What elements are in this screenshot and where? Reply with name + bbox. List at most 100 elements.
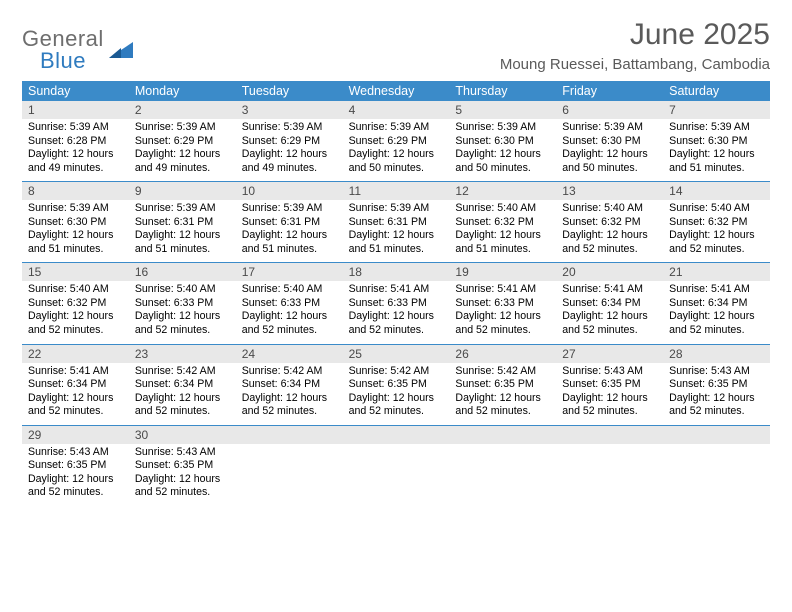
daylight-line: Daylight: 12 hours and 51 minutes. xyxy=(669,148,764,175)
sunrise-line: Sunrise: 5:40 AM xyxy=(135,283,230,297)
day-content: Sunrise: 5:39 AMSunset: 6:29 PMDaylight:… xyxy=(343,119,450,181)
day-number: 19 xyxy=(449,263,556,281)
day-content: Sunrise: 5:41 AMSunset: 6:34 PMDaylight:… xyxy=(663,281,770,343)
dow-cell: Friday xyxy=(556,81,663,101)
daylight-line: Daylight: 12 hours and 52 minutes. xyxy=(562,392,657,419)
daylight-line: Daylight: 12 hours and 52 minutes. xyxy=(135,310,230,337)
sunset-line: Sunset: 6:33 PM xyxy=(349,297,444,311)
daylight-line: Daylight: 12 hours and 52 minutes. xyxy=(669,392,764,419)
day-number: 21 xyxy=(663,263,770,281)
dow-cell: Monday xyxy=(129,81,236,101)
calendar-week: 1Sunrise: 5:39 AMSunset: 6:28 PMDaylight… xyxy=(22,101,770,182)
day-number: 22 xyxy=(22,345,129,363)
day-content: Sunrise: 5:40 AMSunset: 6:32 PMDaylight:… xyxy=(663,200,770,262)
day-number xyxy=(236,426,343,444)
daylight-line: Daylight: 12 hours and 52 minutes. xyxy=(28,473,123,500)
daylight-line: Daylight: 12 hours and 52 minutes. xyxy=(562,310,657,337)
daylight-line: Daylight: 12 hours and 52 minutes. xyxy=(669,310,764,337)
day-number xyxy=(449,426,556,444)
day-content: Sunrise: 5:42 AMSunset: 6:35 PMDaylight:… xyxy=(343,363,450,425)
day-content: Sunrise: 5:40 AMSunset: 6:32 PMDaylight:… xyxy=(449,200,556,262)
sunrise-line: Sunrise: 5:43 AM xyxy=(28,446,123,460)
daylight-line: Daylight: 12 hours and 52 minutes. xyxy=(135,473,230,500)
daylight-line: Daylight: 12 hours and 52 minutes. xyxy=(669,229,764,256)
daylight-line: Daylight: 12 hours and 51 minutes. xyxy=(28,229,123,256)
day-content: Sunrise: 5:43 AMSunset: 6:35 PMDaylight:… xyxy=(22,444,129,506)
sunrise-line: Sunrise: 5:39 AM xyxy=(28,121,123,135)
day-number: 23 xyxy=(129,345,236,363)
sunrise-line: Sunrise: 5:42 AM xyxy=(349,365,444,379)
day-cell: 20Sunrise: 5:41 AMSunset: 6:34 PMDayligh… xyxy=(556,263,663,343)
day-number: 4 xyxy=(343,101,450,119)
dow-cell: Wednesday xyxy=(343,81,450,101)
day-number: 9 xyxy=(129,182,236,200)
day-cell: 1Sunrise: 5:39 AMSunset: 6:28 PMDaylight… xyxy=(22,101,129,181)
calendar: SundayMondayTuesdayWednesdayThursdayFrid… xyxy=(22,81,770,506)
day-number: 25 xyxy=(343,345,450,363)
day-content: Sunrise: 5:39 AMSunset: 6:30 PMDaylight:… xyxy=(556,119,663,181)
sunrise-line: Sunrise: 5:40 AM xyxy=(455,202,550,216)
sunset-line: Sunset: 6:29 PM xyxy=(242,135,337,149)
sunset-line: Sunset: 6:35 PM xyxy=(455,378,550,392)
day-cell xyxy=(236,426,343,506)
sunrise-line: Sunrise: 5:41 AM xyxy=(28,365,123,379)
day-content: Sunrise: 5:41 AMSunset: 6:34 PMDaylight:… xyxy=(556,281,663,343)
day-content xyxy=(556,444,663,496)
sunset-line: Sunset: 6:30 PM xyxy=(455,135,550,149)
day-cell: 10Sunrise: 5:39 AMSunset: 6:31 PMDayligh… xyxy=(236,182,343,262)
daylight-line: Daylight: 12 hours and 52 minutes. xyxy=(28,310,123,337)
dow-row: SundayMondayTuesdayWednesdayThursdayFrid… xyxy=(22,81,770,101)
day-cell: 21Sunrise: 5:41 AMSunset: 6:34 PMDayligh… xyxy=(663,263,770,343)
day-number: 15 xyxy=(22,263,129,281)
sunrise-line: Sunrise: 5:42 AM xyxy=(455,365,550,379)
sunset-line: Sunset: 6:35 PM xyxy=(28,459,123,473)
sunset-line: Sunset: 6:32 PM xyxy=(455,216,550,230)
daylight-line: Daylight: 12 hours and 49 minutes. xyxy=(28,148,123,175)
day-cell: 22Sunrise: 5:41 AMSunset: 6:34 PMDayligh… xyxy=(22,345,129,425)
day-number xyxy=(556,426,663,444)
day-cell: 9Sunrise: 5:39 AMSunset: 6:31 PMDaylight… xyxy=(129,182,236,262)
sunset-line: Sunset: 6:32 PM xyxy=(562,216,657,230)
daylight-line: Daylight: 12 hours and 52 minutes. xyxy=(349,392,444,419)
day-number: 18 xyxy=(343,263,450,281)
daylight-line: Daylight: 12 hours and 51 minutes. xyxy=(242,229,337,256)
daylight-line: Daylight: 12 hours and 51 minutes. xyxy=(349,229,444,256)
day-cell: 28Sunrise: 5:43 AMSunset: 6:35 PMDayligh… xyxy=(663,345,770,425)
day-content: Sunrise: 5:42 AMSunset: 6:34 PMDaylight:… xyxy=(236,363,343,425)
daylight-line: Daylight: 12 hours and 49 minutes. xyxy=(135,148,230,175)
day-content: Sunrise: 5:39 AMSunset: 6:30 PMDaylight:… xyxy=(22,200,129,262)
day-content: Sunrise: 5:39 AMSunset: 6:31 PMDaylight:… xyxy=(236,200,343,262)
sunrise-line: Sunrise: 5:42 AM xyxy=(135,365,230,379)
day-content: Sunrise: 5:39 AMSunset: 6:28 PMDaylight:… xyxy=(22,119,129,181)
sunset-line: Sunset: 6:32 PM xyxy=(669,216,764,230)
brand-blue: Blue xyxy=(22,50,104,72)
day-number: 27 xyxy=(556,345,663,363)
sunrise-line: Sunrise: 5:41 AM xyxy=(349,283,444,297)
sunset-line: Sunset: 6:35 PM xyxy=(562,378,657,392)
day-content: Sunrise: 5:39 AMSunset: 6:31 PMDaylight:… xyxy=(343,200,450,262)
day-cell xyxy=(449,426,556,506)
sunset-line: Sunset: 6:35 PM xyxy=(669,378,764,392)
sunset-line: Sunset: 6:30 PM xyxy=(669,135,764,149)
day-cell: 5Sunrise: 5:39 AMSunset: 6:30 PMDaylight… xyxy=(449,101,556,181)
sunrise-line: Sunrise: 5:39 AM xyxy=(562,121,657,135)
daylight-line: Daylight: 12 hours and 50 minutes. xyxy=(349,148,444,175)
brand-logo: General Blue xyxy=(22,18,137,72)
day-number: 14 xyxy=(663,182,770,200)
sunrise-line: Sunrise: 5:40 AM xyxy=(669,202,764,216)
day-cell xyxy=(556,426,663,506)
sunrise-line: Sunrise: 5:39 AM xyxy=(242,121,337,135)
sunset-line: Sunset: 6:33 PM xyxy=(242,297,337,311)
day-number xyxy=(663,426,770,444)
calendar-week: 15Sunrise: 5:40 AMSunset: 6:32 PMDayligh… xyxy=(22,263,770,344)
sunrise-line: Sunrise: 5:39 AM xyxy=(135,202,230,216)
daylight-line: Daylight: 12 hours and 52 minutes. xyxy=(242,392,337,419)
day-content: Sunrise: 5:40 AMSunset: 6:32 PMDaylight:… xyxy=(556,200,663,262)
sunset-line: Sunset: 6:34 PM xyxy=(242,378,337,392)
day-cell: 13Sunrise: 5:40 AMSunset: 6:32 PMDayligh… xyxy=(556,182,663,262)
sunset-line: Sunset: 6:33 PM xyxy=(135,297,230,311)
day-cell: 7Sunrise: 5:39 AMSunset: 6:30 PMDaylight… xyxy=(663,101,770,181)
day-number: 3 xyxy=(236,101,343,119)
sunset-line: Sunset: 6:28 PM xyxy=(28,135,123,149)
daylight-line: Daylight: 12 hours and 52 minutes. xyxy=(242,310,337,337)
